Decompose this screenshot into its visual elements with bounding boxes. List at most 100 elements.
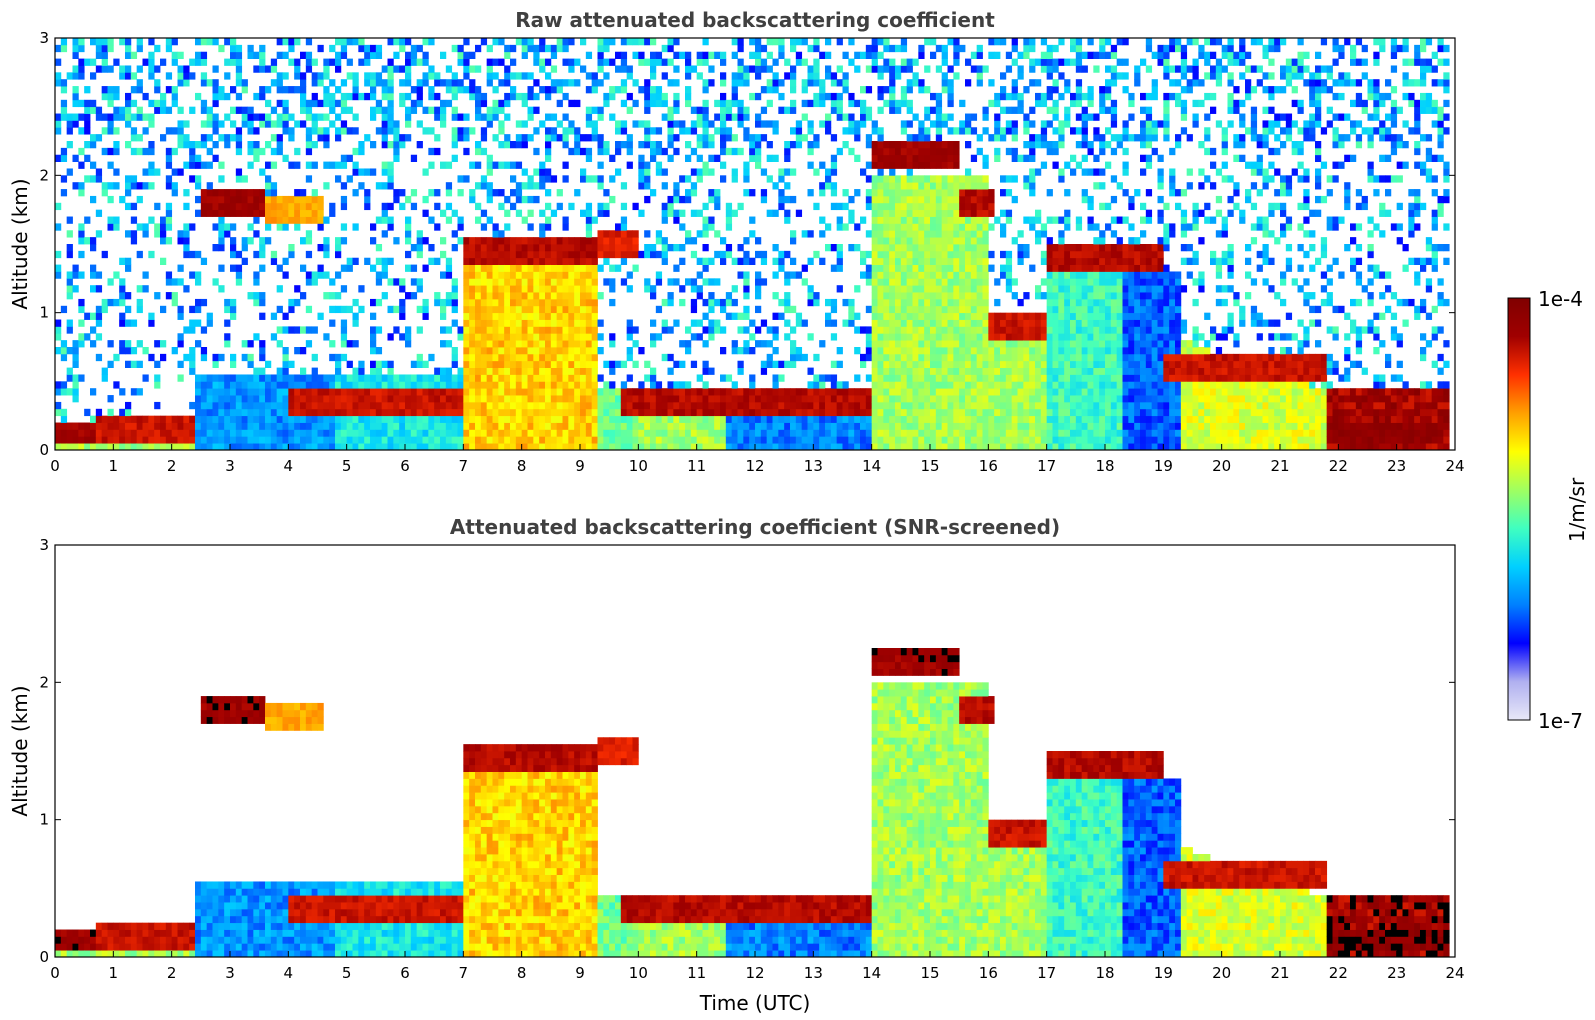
heatmap-cell <box>463 367 470 375</box>
heatmap-cell <box>609 436 616 444</box>
heatmap-cell <box>941 147 948 156</box>
heatmap-cell <box>498 271 505 279</box>
heatmap-cell <box>480 319 488 327</box>
heatmap-cell <box>708 326 715 334</box>
heatmap-cell <box>148 168 155 176</box>
heatmap-cell <box>428 216 435 224</box>
heatmap-cell <box>335 38 342 46</box>
heatmap-cell <box>906 326 913 334</box>
heatmap-cell <box>440 51 447 59</box>
heatmap-cell <box>235 250 243 259</box>
heatmap-cell <box>125 92 132 101</box>
heatmap-cell <box>90 141 97 149</box>
heatmap-cell <box>877 230 884 238</box>
heatmap-cell <box>270 333 278 341</box>
heatmap-cell <box>953 347 960 355</box>
heatmap-cell <box>206 401 213 410</box>
heatmap-cell <box>591 72 598 80</box>
heatmap-cell <box>451 353 458 362</box>
heatmap-cell <box>340 401 348 410</box>
heatmap-cell <box>422 443 429 451</box>
heatmap-cell <box>95 38 103 46</box>
heatmap-cell <box>830 264 838 272</box>
heatmap-cell <box>434 374 441 382</box>
heatmap-cell <box>953 154 960 162</box>
heatmap-cell <box>276 120 283 128</box>
heatmap-cell <box>154 360 161 368</box>
heatmap-cell <box>288 250 295 259</box>
heatmap-cell <box>685 347 692 355</box>
heatmap-cell <box>562 443 569 451</box>
heatmap-cell <box>498 312 505 320</box>
heatmap-cell <box>492 250 499 259</box>
heatmap-cell <box>883 271 890 279</box>
heatmap-cell <box>819 216 826 224</box>
heatmap-cell <box>620 223 628 231</box>
heatmap-cell <box>422 38 429 46</box>
heatmap-cell <box>352 395 359 403</box>
heatmap-cell <box>358 408 365 417</box>
heatmap-cell <box>854 154 861 162</box>
heatmap-cell <box>364 92 371 101</box>
heatmap-cell <box>743 127 750 135</box>
heatmap-cell <box>830 395 838 403</box>
heatmap-cell <box>265 415 272 423</box>
heatmap-cell <box>539 182 546 190</box>
heatmap-cell <box>784 429 791 437</box>
heatmap-cell <box>428 381 435 389</box>
heatmap-cell <box>282 154 289 162</box>
heatmap-cell <box>638 182 645 190</box>
heatmap-cell <box>836 106 843 114</box>
heatmap-cell <box>545 58 552 66</box>
heatmap-cell <box>661 401 668 410</box>
heatmap-cell <box>655 381 663 389</box>
heatmap-cell <box>340 264 348 272</box>
heatmap-cell <box>212 278 219 286</box>
heatmap-cell <box>883 161 890 169</box>
heatmap-cell <box>685 340 692 348</box>
heatmap-cell <box>329 415 336 423</box>
heatmap-cell <box>679 244 686 252</box>
heatmap-cell <box>900 408 908 417</box>
heatmap-cell <box>72 264 79 272</box>
heatmap-cell <box>125 65 132 73</box>
heatmap-cell <box>673 395 680 403</box>
heatmap-cell <box>550 127 558 135</box>
heatmap-cell <box>935 353 943 362</box>
heatmap-cell <box>230 436 237 444</box>
heatmap-cell <box>527 182 534 190</box>
heatmap-cell <box>177 120 184 128</box>
heatmap-cell <box>912 250 919 259</box>
heatmap-cell <box>655 388 663 396</box>
heatmap-cell <box>492 106 499 114</box>
heatmap-cell <box>504 161 511 169</box>
heatmap-cell <box>725 292 733 300</box>
heatmap-cell <box>848 127 855 135</box>
heatmap-cell <box>550 353 558 362</box>
heatmap-cell <box>574 189 581 197</box>
heatmap-cell <box>959 388 966 396</box>
heatmap-cell <box>492 326 499 334</box>
heatmap-cell <box>690 209 698 217</box>
heatmap-cell <box>562 319 569 327</box>
heatmap-cell <box>480 326 488 334</box>
heatmap-cell <box>772 374 779 382</box>
heatmap-cell <box>900 65 908 73</box>
heatmap-cell <box>387 408 394 417</box>
heatmap-cell <box>451 72 458 80</box>
heatmap-cell <box>871 223 878 231</box>
heatmap-cell <box>848 305 855 314</box>
heatmap-cell <box>125 360 132 368</box>
heatmap-cell <box>405 429 412 437</box>
heatmap-cell <box>55 422 62 430</box>
heatmap-cell <box>60 113 68 121</box>
heatmap-cell <box>941 223 948 231</box>
heatmap-cell <box>556 443 563 451</box>
heatmap-cell <box>539 298 546 307</box>
heatmap-cell <box>370 367 377 375</box>
heatmap-cell <box>410 395 418 403</box>
heatmap-cell <box>807 79 814 87</box>
heatmap-cell <box>428 86 435 94</box>
heatmap-cell <box>504 381 511 389</box>
heatmap-cell <box>305 216 313 224</box>
